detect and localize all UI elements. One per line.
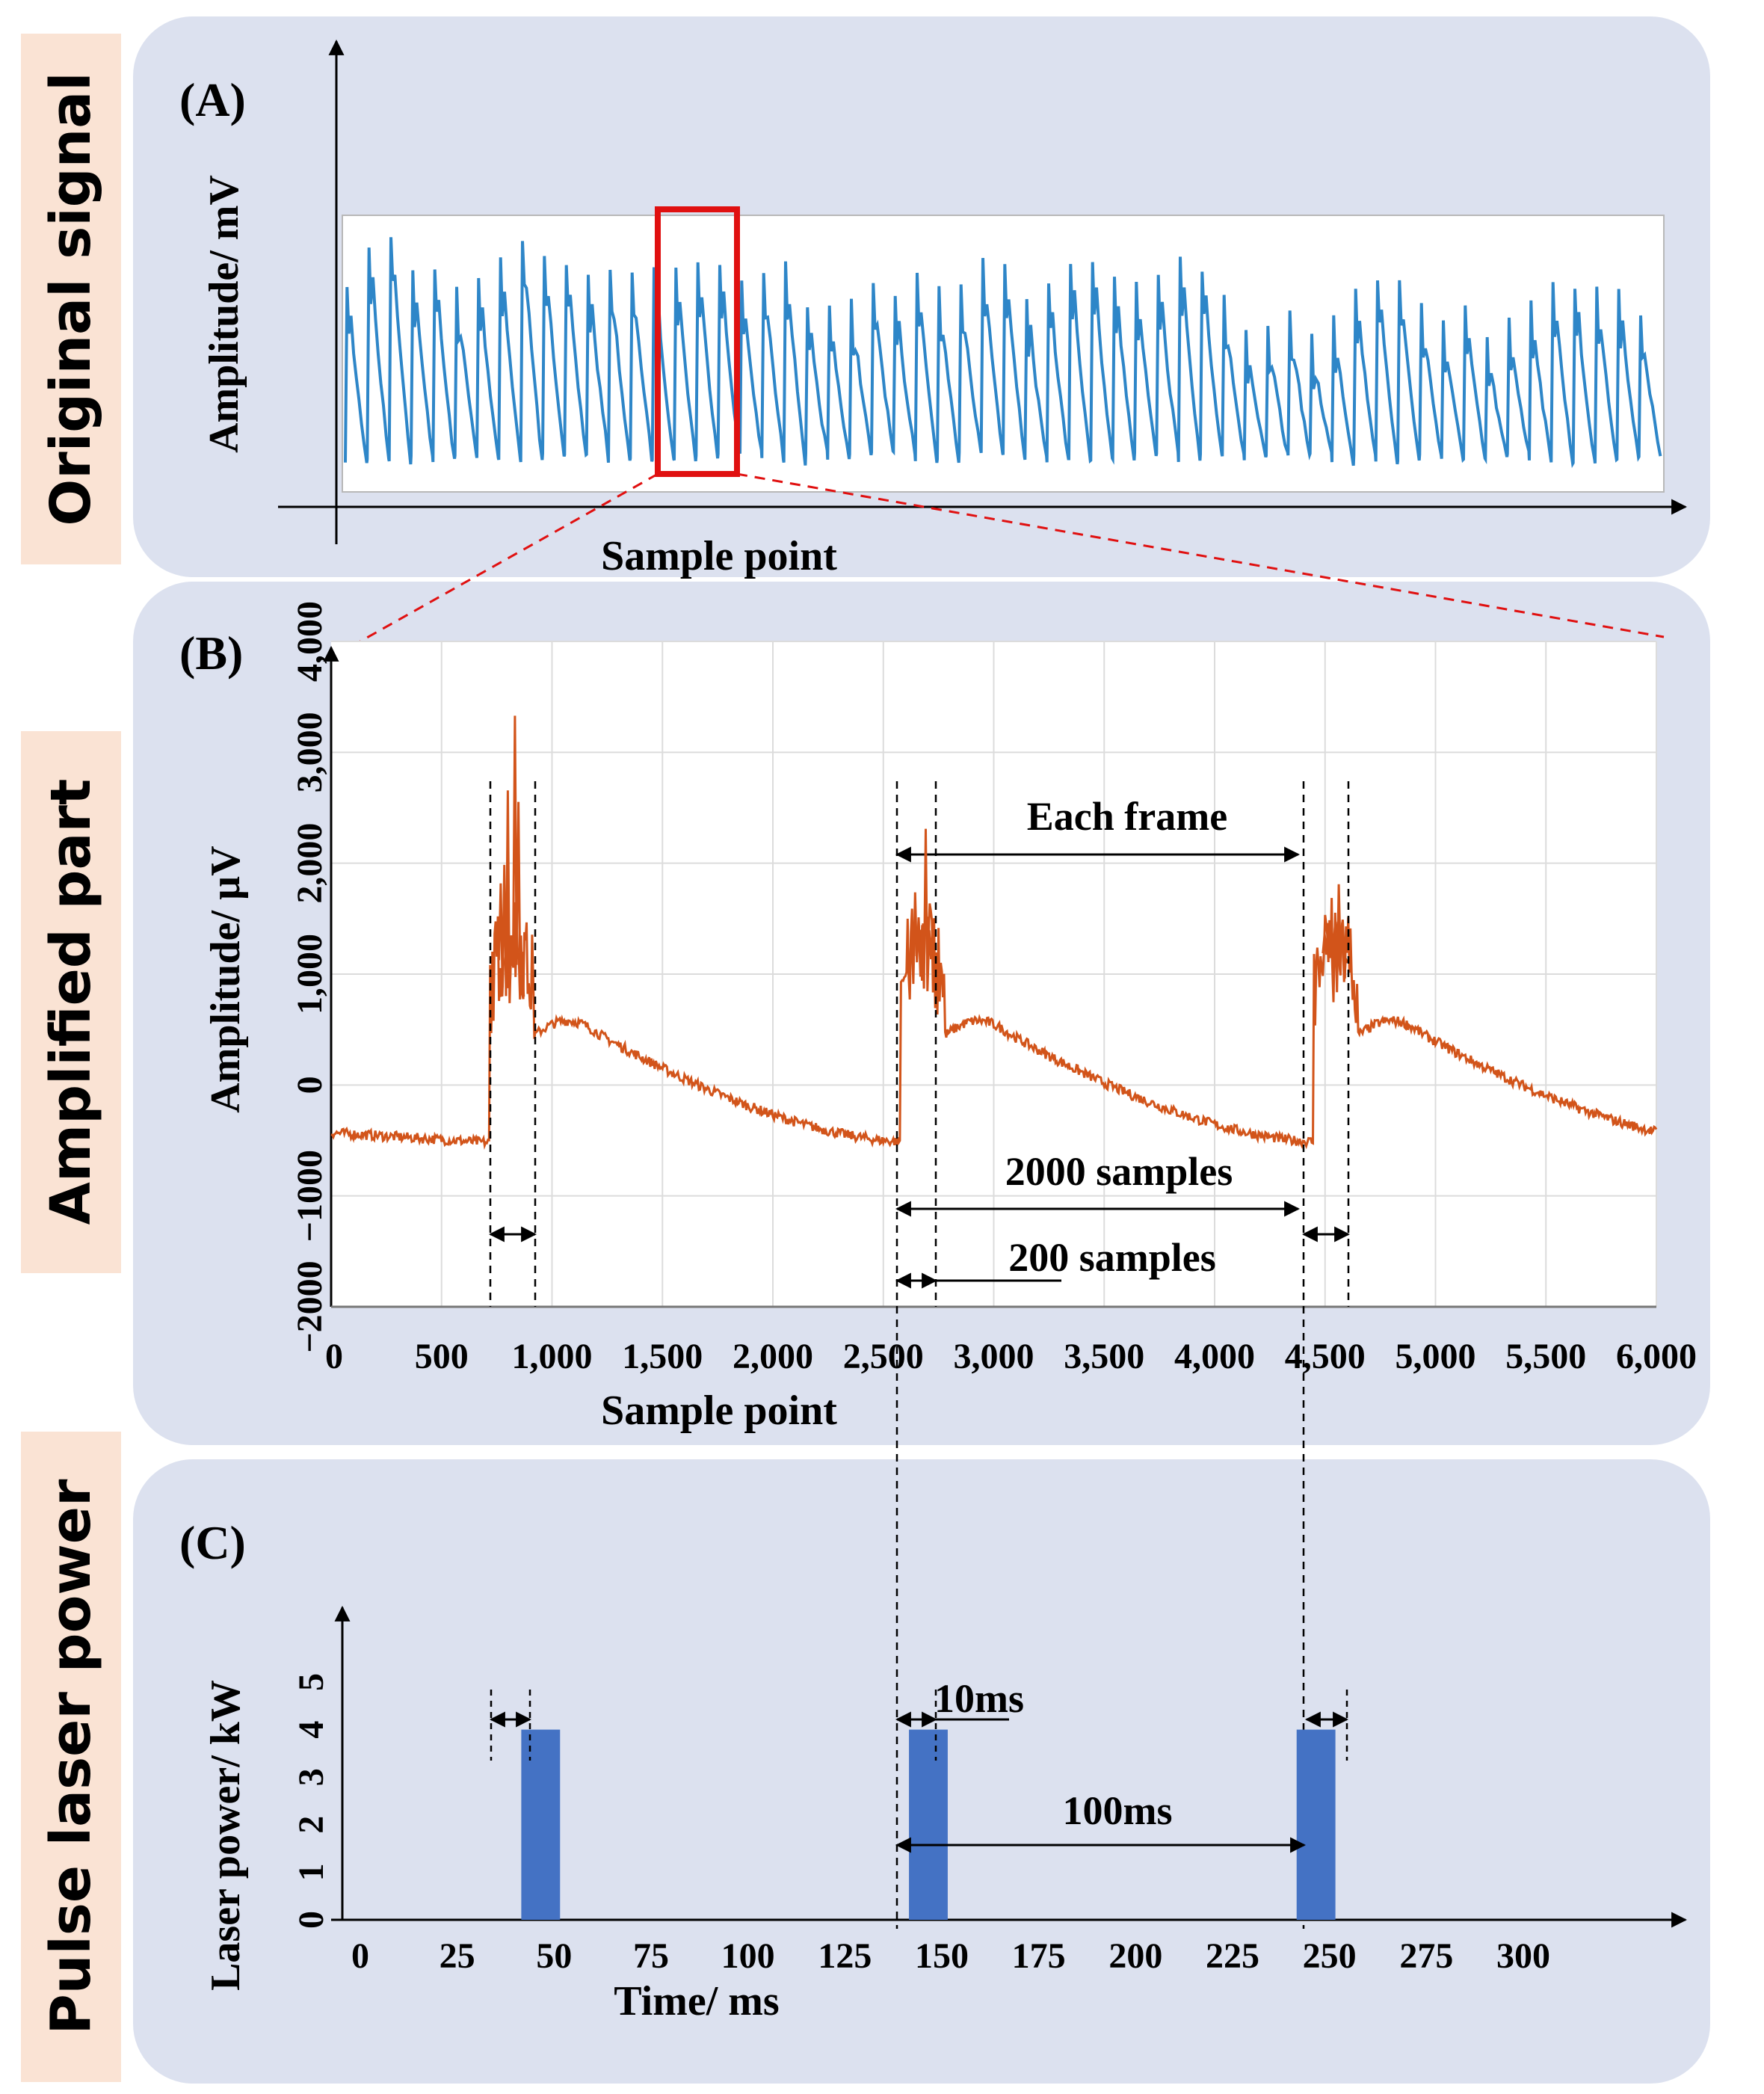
panel-b-xtick: 6,000 <box>1616 1337 1697 1376</box>
panel-b-xtick: 4,500 <box>1285 1337 1366 1376</box>
panel-c-xtick: 125 <box>818 1936 872 1976</box>
panel-c-ytick: 1 <box>292 1863 331 1881</box>
panel-b-ticks: 0 500 1,000 1,500 2,000 2,500 3,000 3,500 4,000 4… <box>290 601 1697 1376</box>
panel-b-ytick: 1,000 <box>290 934 330 1014</box>
panel-b-xtick: 2,500 <box>843 1337 924 1376</box>
panel-b-xtick: 0 <box>325 1337 343 1376</box>
pulse-bar-3 <box>1296 1729 1336 1920</box>
panel-b-xtick: 3,500 <box>1064 1337 1144 1376</box>
panel-b-xtick: 1,500 <box>622 1337 703 1376</box>
panel-b-ytick: −1000 <box>290 1150 330 1242</box>
each-frame-label: Each frame <box>1027 794 1227 839</box>
svg-text:Amplified part: Amplified part <box>39 779 103 1225</box>
panel-b-xtick: 4,000 <box>1174 1337 1255 1376</box>
panel-a-signal-line <box>344 237 1662 469</box>
panel-c-xtick: 25 <box>440 1936 475 1976</box>
panel-c-xtick: 225 <box>1206 1936 1259 1976</box>
panel-c-xtick: 300 <box>1496 1936 1550 1976</box>
panel-c-xtick: 100 <box>721 1936 775 1976</box>
pulse-width-label: 10ms <box>934 1676 1024 1721</box>
panel-c-xlabel: Time/ ms <box>614 1978 779 2024</box>
zoom-box <box>655 206 740 477</box>
panel-b-xtick: 5,500 <box>1505 1337 1586 1376</box>
pulse-bar-1 <box>521 1729 561 1920</box>
panel-c-xtick: 275 <box>1399 1936 1453 1976</box>
samples-2000-label: 2000 samples <box>1005 1149 1233 1194</box>
panel-b-frame-spikes <box>1322 884 1349 1003</box>
panel-a-ylabel: Amplitude/ mV <box>201 175 247 453</box>
panel-c-ytick: 2 <box>292 1816 331 1834</box>
panel-c-xtick: 50 <box>536 1936 572 1976</box>
side-label-a: Original signal <box>21 34 121 564</box>
panel-b-letter: (B) <box>179 626 243 680</box>
panel-c-xtick: 250 <box>1303 1936 1357 1976</box>
panel-c-bars <box>521 1729 1336 1920</box>
panel-b-signal-line <box>330 898 1658 1150</box>
svg-text:Original signal: Original signal <box>39 72 103 526</box>
panel-c-xtick: 175 <box>1012 1936 1066 1976</box>
svg-text:Pulse laser power: Pulse laser power <box>39 1479 103 2034</box>
panel-b-ylabel: Amplitude/ µV <box>203 846 249 1112</box>
panel-b-xtick: 3,000 <box>954 1337 1034 1376</box>
panel-c-xtick: 0 <box>351 1936 369 1976</box>
panel-b-ytick: 4,000 <box>290 601 330 682</box>
panel-c-ytick: 4 <box>292 1721 331 1739</box>
panel-b-ytick: −2000 <box>290 1260 330 1352</box>
panel-c-xtick: 200 <box>1108 1936 1162 1976</box>
pulse-bar-2 <box>909 1729 948 1920</box>
panel-b-ytick: 2,000 <box>290 823 330 904</box>
panel-b-frame-spikes <box>498 715 525 1003</box>
samples-200-label: 200 samples <box>1008 1235 1216 1280</box>
panel-c-ticks: 0 25 50 75 100 125 150 175 200 225 250 275 300 0 1 2 3 4 5 <box>292 1673 1550 1976</box>
panel-b-xtick: 2,000 <box>733 1337 813 1376</box>
panel-c-letter: (C) <box>179 1516 246 1569</box>
panel-c-ytick: 3 <box>292 1768 331 1786</box>
panel-b-xtick: 5,000 <box>1396 1337 1476 1376</box>
panel-c-ylabel: Laser power/ kW <box>203 1680 249 1991</box>
panel-a: (A) Amplitude/ mV Sample point <box>179 39 1688 656</box>
panel-c-ytick: 5 <box>292 1673 331 1691</box>
panel-b-xtick: 1,000 <box>512 1337 593 1376</box>
panel-b-ytick: 0 <box>290 1076 330 1094</box>
panel-c-ytick: 0 <box>292 1911 331 1929</box>
panel-a-letter: (A) <box>179 73 246 126</box>
zoom-line-right <box>736 472 1665 638</box>
zoom-line-left <box>336 472 659 656</box>
panel-b-xtick: 500 <box>415 1337 469 1376</box>
panel-b-grid <box>331 641 1657 1307</box>
side-label-b: Amplified part <box>21 731 121 1273</box>
panel-c-xtick: 75 <box>633 1936 669 1976</box>
period-label: 100ms <box>1063 1788 1173 1833</box>
panel-b-frame-spikes <box>908 828 936 991</box>
side-label-c: Pulse laser power <box>21 1432 121 2082</box>
panel-a-xlabel: Sample point <box>601 533 837 579</box>
panel-b-ytick: 3,000 <box>290 712 330 792</box>
panel-c: (C) 0 25 50 75 100 125 150 175 200 225 250 275 30001… <box>179 1516 1688 2024</box>
panel-b-xlabel: Sample point <box>601 1388 837 1434</box>
panel-c-xtick: 150 <box>915 1936 969 1976</box>
panel-b: (B) 0 500 1,000 1,500 2,000 2,500 3,000 3,500 4,… <box>179 601 1697 1434</box>
